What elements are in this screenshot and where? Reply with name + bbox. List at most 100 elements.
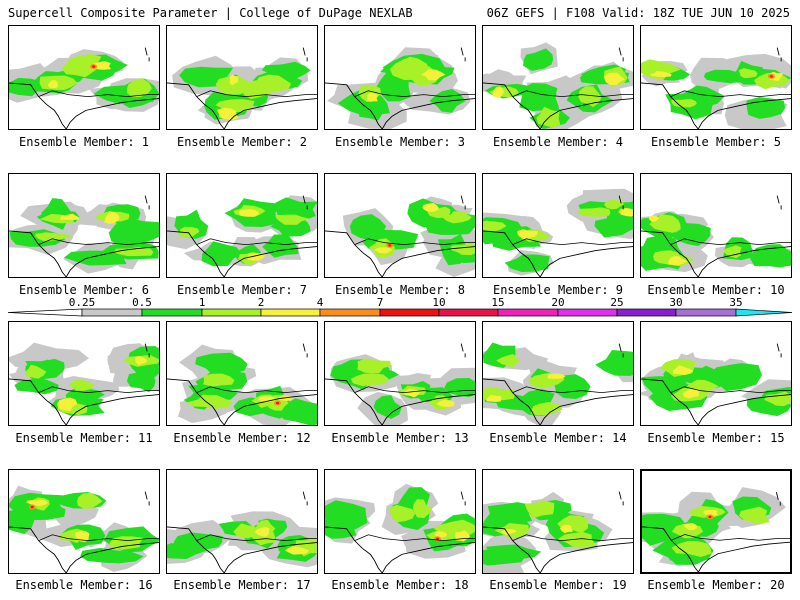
state-boundary	[539, 98, 633, 129]
map-title: Supercell Composite Parameter | College …	[8, 6, 413, 20]
scp-field-map	[167, 195, 317, 277]
scp-shaded-area	[195, 352, 248, 375]
scp-field-map	[167, 47, 317, 129]
ensemble-map-panel[interactable]	[8, 25, 160, 130]
scp-shaded-area	[68, 379, 95, 391]
scp-shaded-area	[442, 210, 472, 224]
scp-shaded-area	[558, 532, 596, 548]
scp-shaded-area	[77, 492, 103, 509]
state-boundary	[670, 90, 791, 98]
scp-shaded-area	[238, 209, 259, 217]
scp-field-map	[641, 47, 791, 129]
scp-shaded-area	[739, 506, 771, 524]
ensemble-member-label: Ensemble Member: 19	[489, 578, 627, 592]
state-boundary	[223, 542, 317, 573]
ensemble-map-panel[interactable]	[166, 469, 318, 574]
state-boundary	[539, 542, 633, 573]
scp-shaded-area	[350, 373, 389, 386]
ensemble-member-label: Ensemble Member: 6	[18, 283, 150, 297]
ensemble-map-panel[interactable]	[640, 321, 792, 426]
coastline	[9, 230, 67, 277]
ensemble-map-panel[interactable]	[482, 321, 634, 426]
scp-shaded-area	[26, 499, 49, 507]
ensemble-map-panel[interactable]	[640, 469, 792, 574]
lake-outline	[460, 47, 466, 62]
scp-shaded-area	[65, 386, 105, 403]
scp-shaded-area	[683, 522, 698, 531]
lake-outline	[776, 343, 782, 358]
lake-outline	[302, 47, 308, 62]
scp-field-map	[325, 47, 475, 129]
coastline	[641, 82, 699, 129]
scp-shaded-area	[404, 388, 421, 398]
coastline	[325, 230, 383, 277]
scp-shaded-area	[641, 376, 689, 397]
state-boundary	[381, 246, 475, 277]
scp-shaded-area	[56, 397, 78, 411]
ensemble-member-label: Ensemble Member: 3	[334, 135, 466, 149]
lake-outline	[460, 195, 466, 210]
scp-shaded-area	[523, 48, 554, 71]
ensemble-map-panel[interactable]	[640, 173, 792, 278]
state-boundary	[65, 394, 159, 425]
ensemble-map-panel[interactable]	[166, 173, 318, 278]
scp-maximum-core	[769, 75, 773, 78]
scp-shaded-area	[576, 207, 611, 217]
legend-tick-label: 10	[432, 296, 446, 309]
ensemble-map-panel[interactable]	[482, 469, 634, 574]
coastline	[483, 378, 541, 425]
ensemble-member-label: Ensemble Member: 2	[176, 135, 308, 149]
scp-shaded-area	[536, 106, 561, 128]
scp-field-map	[641, 343, 791, 425]
ensemble-map-panel[interactable]	[166, 25, 318, 130]
legend-color-swatch	[557, 308, 618, 317]
legend-arrow-high	[735, 308, 793, 317]
legend-tick-label: 0.5	[132, 296, 152, 309]
coastline	[9, 82, 67, 129]
ensemble-map-panel[interactable]	[324, 469, 476, 574]
legend-tick-label: 15	[491, 296, 505, 309]
scp-shaded-area	[349, 214, 387, 241]
scp-maximum-core	[388, 244, 392, 247]
scp-shaded-area	[357, 358, 392, 374]
state-boundary	[196, 238, 317, 246]
ensemble-map-panel[interactable]	[8, 173, 160, 278]
scp-shaded-area	[671, 98, 697, 108]
scp-shaded-area	[496, 353, 520, 368]
ensemble-map-panel[interactable]	[324, 173, 476, 278]
ensemble-member-label: Ensemble Member: 13	[331, 431, 469, 445]
legend-tick-label: 7	[376, 296, 384, 309]
state-boundary	[512, 534, 633, 542]
scp-shaded-area	[595, 349, 633, 376]
scp-shaded-area	[500, 529, 517, 535]
ensemble-map-panel[interactable]	[8, 321, 160, 426]
scp-shaded-area	[738, 68, 758, 79]
ensemble-member-label: Ensemble Member: 8	[334, 283, 466, 297]
state-boundary	[670, 386, 791, 394]
state-boundary	[196, 386, 317, 394]
ensemble-map-panel[interactable]	[324, 25, 476, 130]
ensemble-map-panel[interactable]	[482, 173, 634, 278]
scp-shaded-area	[261, 61, 311, 80]
scp-field-map	[642, 487, 790, 572]
scp-shaded-area	[388, 504, 415, 523]
ensemble-map-panel[interactable]	[8, 469, 160, 574]
ensemble-map-panel[interactable]	[482, 25, 634, 130]
ensemble-map-panel[interactable]	[166, 321, 318, 426]
ensemble-map-panel[interactable]	[324, 321, 476, 426]
ensemble-member-label: Ensemble Member: 1	[18, 135, 150, 149]
scp-shaded-area	[134, 355, 148, 366]
ensemble-member-label: Ensemble Member: 14	[489, 431, 627, 445]
coastline	[483, 82, 541, 129]
scp-shaded-area	[35, 232, 72, 242]
scp-shaded-area	[519, 83, 559, 112]
state-boundary	[697, 246, 791, 277]
ensemble-member-label: Ensemble Member: 7	[176, 283, 308, 297]
ensemble-map-panel[interactable]	[640, 25, 792, 130]
lake-outline	[460, 343, 466, 358]
scp-field-map	[483, 188, 633, 277]
state-boundary	[38, 534, 159, 542]
scp-shaded-area	[707, 363, 762, 392]
scp-shaded-area	[434, 531, 448, 538]
scp-shaded-area	[126, 78, 152, 98]
